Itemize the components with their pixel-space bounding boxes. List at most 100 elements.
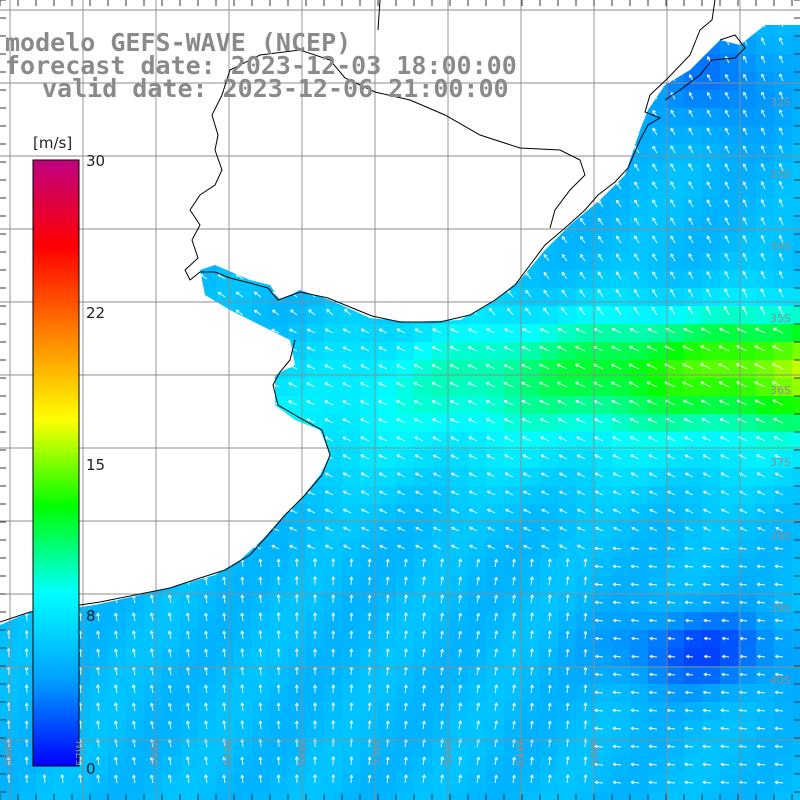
raster-cell [360,432,379,451]
wind-arrow [724,235,730,244]
raster-cell [360,684,379,703]
raster-cell [342,648,361,667]
raster-cell [432,774,451,793]
raster-cell [216,648,235,667]
raster-cell [306,774,325,793]
raster-cell [162,666,181,685]
raster-cell [648,414,667,433]
raster-cell [576,504,595,523]
raster-cell [792,36,800,55]
raster-cell [342,432,361,451]
raster-cell [504,612,523,631]
raster-cell [270,648,289,667]
raster-cell [792,594,800,613]
raster-cell [702,558,721,577]
raster-cell [504,504,523,523]
raster-cell [648,306,667,325]
raster-cell [702,234,721,253]
raster-cell [252,738,271,757]
wind-arrow [724,109,730,118]
wind-arrow [652,127,658,136]
raster-cell [432,684,451,703]
wind-arrow [525,289,532,298]
wind-arrow [705,306,712,316]
raster-cell [792,666,800,685]
raster-cell [576,594,595,613]
raster-cell [612,576,631,595]
raster-cell [216,270,235,289]
raster-cell [738,54,757,73]
raster-cell [792,522,800,541]
raster-cell [792,198,800,217]
raster-cell [540,540,559,559]
raster-cell [216,630,235,649]
raster-cell [252,612,271,631]
raster-cell [756,216,775,235]
raster-cell [666,504,685,523]
raster-cell [630,684,649,703]
raster-cell [486,504,505,523]
raster-cell [756,720,775,739]
raster-cell [360,468,379,487]
raster-cell [216,684,235,703]
raster-cell [558,648,577,667]
raster-cell [594,342,613,361]
raster-cell [522,630,541,649]
raster-cell [342,702,361,721]
raster-cell [774,648,793,667]
raster-cell [126,774,145,793]
raster-cell [630,522,649,541]
raster-cell [684,396,703,415]
raster-cell [720,504,739,523]
wind-arrow [670,145,676,154]
raster-cell [414,774,433,793]
raster-cell [612,774,631,793]
raster-cell [792,234,800,253]
raster-cell [774,54,793,73]
raster-cell [360,612,379,631]
wind-arrow [760,235,766,244]
raster-cell [756,108,775,127]
raster-cell [126,684,145,703]
raster-cell [288,306,307,325]
raster-cell [324,666,343,685]
raster-cell [594,468,613,487]
raster-cell [378,630,397,649]
raster-cell [0,648,19,667]
raster-cell [522,432,541,451]
raster-cell [792,252,800,271]
raster-cell [720,396,739,415]
raster-cell [756,180,775,199]
wind-arrow [778,199,784,208]
raster-cell [666,612,685,631]
raster-cell [594,486,613,505]
raster-cell [684,414,703,433]
raster-cell [756,576,775,595]
raster-cell [666,702,685,721]
wind-arrow [344,308,352,316]
raster-cell [738,666,757,685]
raster-cell [666,486,685,505]
raster-cell [306,306,325,325]
raster-cell [648,396,667,415]
wind-arrow [289,328,298,334]
raster-cell [342,504,361,523]
raster-cell [576,216,595,235]
raster-cell [594,288,613,307]
raster-cell [432,432,451,451]
raster-cell [738,648,757,667]
raster-cell [738,486,757,505]
raster-cell [468,360,487,379]
raster-cell [738,774,757,793]
raster-cell [504,702,523,721]
raster-cell [792,162,800,181]
raster-cell [432,594,451,613]
raster-cell [504,432,523,451]
raster-cell [396,324,415,343]
raster-cell [612,198,631,217]
raster-cell [540,630,559,649]
raster-cell [738,324,757,343]
wind-arrow [543,307,550,316]
raster-cell [360,522,379,541]
raster-cell [252,306,271,325]
